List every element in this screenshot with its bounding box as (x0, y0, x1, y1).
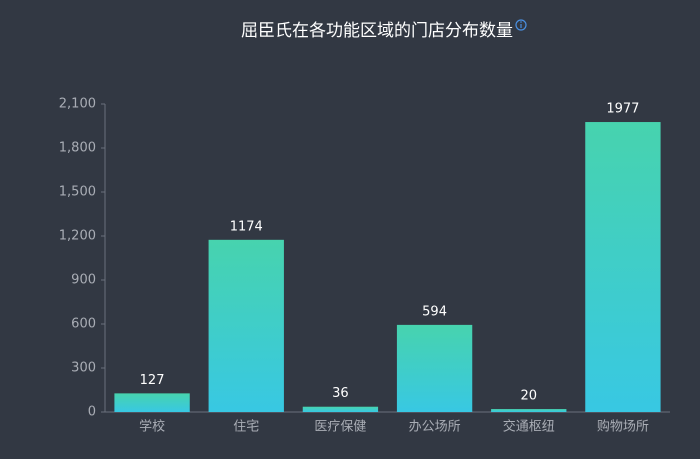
y-tick-label: 600 (71, 317, 96, 332)
value-label: 127 (140, 373, 165, 388)
x-tick-label: 购物场所 (597, 419, 649, 435)
value-label: 1977 (606, 102, 639, 117)
info-icon[interactable] (515, 19, 527, 31)
value-label: 20 (520, 389, 537, 404)
y-tick-label: 1,200 (59, 229, 96, 244)
value-label: 1174 (230, 219, 263, 234)
bar (396, 324, 473, 412)
y-tick-label: 900 (71, 273, 96, 288)
y-tick-label: 0 (88, 405, 96, 420)
bar (491, 409, 567, 412)
x-tick-label: 办公场所 (409, 420, 461, 435)
value-label: 594 (422, 304, 447, 319)
bar (585, 122, 661, 412)
value-label: 36 (332, 386, 349, 401)
y-tick-label: 300 (71, 361, 96, 376)
y-tick-label: 1,800 (59, 141, 96, 156)
bar (114, 393, 190, 412)
y-tick-label: 2,100 (59, 97, 96, 112)
x-tick-label: 住宅 (233, 420, 259, 435)
x-tick-label: 学校 (139, 419, 165, 435)
bar (302, 406, 379, 412)
y-tick-label: 1,500 (59, 185, 96, 200)
chart-title: 屈臣氏在各功能区域的门店分布数量 (241, 21, 513, 41)
bar (208, 239, 284, 412)
x-tick-label: 医疗保健 (314, 420, 366, 435)
x-tick-label: 交通枢纽 (503, 419, 555, 435)
